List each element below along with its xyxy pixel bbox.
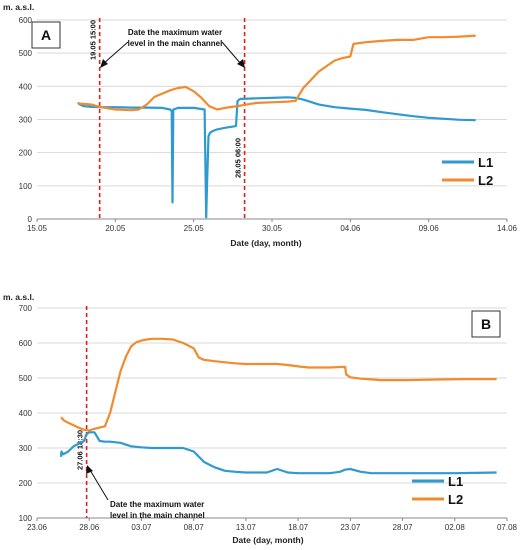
annotation-b-line2: level in the main channel (110, 511, 205, 520)
y-tick-label: 0 (28, 215, 33, 224)
panel-a: m. a.s.l. Date (day, month) 0 100 200 300 40… (3, 2, 518, 248)
series-line-l2 (60, 337, 497, 432)
arrow-head-b (86, 465, 93, 474)
x-tick-label: 25.05 (184, 224, 205, 233)
x-tick-label: 04.06 (340, 224, 361, 233)
y-ticks-b: 100 200 300 400 500 600 700 (19, 304, 33, 523)
grid-b (36, 307, 508, 521)
panel-label-b: B (481, 316, 491, 332)
marker-label: 27.06 18:30 (76, 430, 85, 470)
y-tick-label: 600 (19, 339, 33, 348)
y-tick-label: 700 (19, 304, 33, 313)
markers-b: 27.06 18:30 (76, 306, 88, 518)
y-tick-label: 100 (19, 514, 33, 523)
marker-label: 19.05 15:00 (89, 20, 98, 60)
series-line-l1 (77, 96, 476, 219)
legend-b-l1-label: L1 (448, 474, 463, 489)
panel-label-a: A (41, 27, 51, 43)
y-axis-label-b: m. a.s.l. (3, 292, 34, 302)
x-tick-label: 28.07 (393, 523, 414, 532)
y-axis-label-a: m. a.s.l. (3, 2, 34, 12)
x-axis-label-a: Date (day, month) (230, 238, 301, 248)
y-tick-label: 600 (19, 16, 33, 25)
legend-a-l2-label: L2 (478, 173, 493, 188)
series-line-l2 (77, 34, 476, 112)
series-b (59, 337, 497, 475)
x-tick-label: 07.08 (497, 523, 518, 532)
y-tick-label: 500 (19, 49, 33, 58)
legend-b: L1 L2 (412, 474, 463, 507)
x-tick-label: 30.05 (262, 224, 283, 233)
annotation-a-line2: level in the main channel (128, 39, 223, 48)
panel-label-box-a (31, 21, 61, 49)
x-tick-label: 08.07 (184, 523, 205, 532)
series-line-l1 (59, 431, 497, 475)
x-tick-label: 14.06 (497, 224, 518, 233)
legend-a-l1-label: L1 (478, 155, 493, 170)
y-tick-label: 200 (19, 149, 33, 158)
y-tick-label: 500 (19, 374, 33, 383)
series-a (77, 34, 476, 219)
x-tick-label: 09.06 (419, 224, 440, 233)
y-tick-label: 300 (19, 444, 33, 453)
legend-b-l2-label: L2 (448, 492, 463, 507)
annotation-arrow-a-right (221, 41, 242, 65)
y-tick-label: 100 (19, 182, 33, 191)
markers-a: 19.05 15:00 28.05 06:00 (89, 18, 246, 219)
x-tick-label: 18.07 (288, 523, 309, 532)
marker-label: 28.05 06:00 (234, 138, 243, 178)
annotation-a-line1: Date the maximum water (128, 28, 222, 37)
panel-label-box-b (471, 310, 501, 338)
grid-a (36, 19, 508, 222)
x-tick-label: 02.08 (445, 523, 466, 532)
y-tick-label: 300 (19, 116, 33, 125)
panel-b: m. a.s.l. Date (day, month) 100 200 300 400… (3, 292, 518, 545)
y-tick-label: 400 (19, 82, 33, 91)
x-tick-label: 13.07 (236, 523, 257, 532)
x-tick-label: 15.05 (27, 224, 48, 233)
x-tick-label: 28.06 (79, 523, 100, 532)
arrow-head-a-left (100, 59, 108, 68)
x-axis-label-b: Date (day, month) (232, 535, 303, 545)
y-ticks-a: 0 100 200 300 400 500 600 (19, 16, 33, 224)
x-ticks-a: 15.05 20.05 25.05 30.05 04.06 09.06 14.06 (27, 224, 518, 233)
annotation-arrow-a-left (102, 41, 129, 65)
x-tick-label: 23.07 (340, 523, 361, 532)
x-ticks-b: 23.06 28.06 03.07 08.07 13.07 18.07 23.07 28.07… (27, 523, 518, 532)
x-tick-label: 03.07 (131, 523, 152, 532)
x-tick-label: 20.05 (105, 224, 126, 233)
y-tick-label: 400 (19, 409, 33, 418)
arrow-head-a-right (237, 59, 245, 68)
annotation-arrow-b (89, 469, 109, 501)
y-tick-label: 200 (19, 479, 33, 488)
annotation-b-line1: Date the maximum water (110, 500, 204, 509)
legend-a: L1 L2 (442, 155, 493, 188)
x-tick-label: 23.06 (27, 523, 48, 532)
